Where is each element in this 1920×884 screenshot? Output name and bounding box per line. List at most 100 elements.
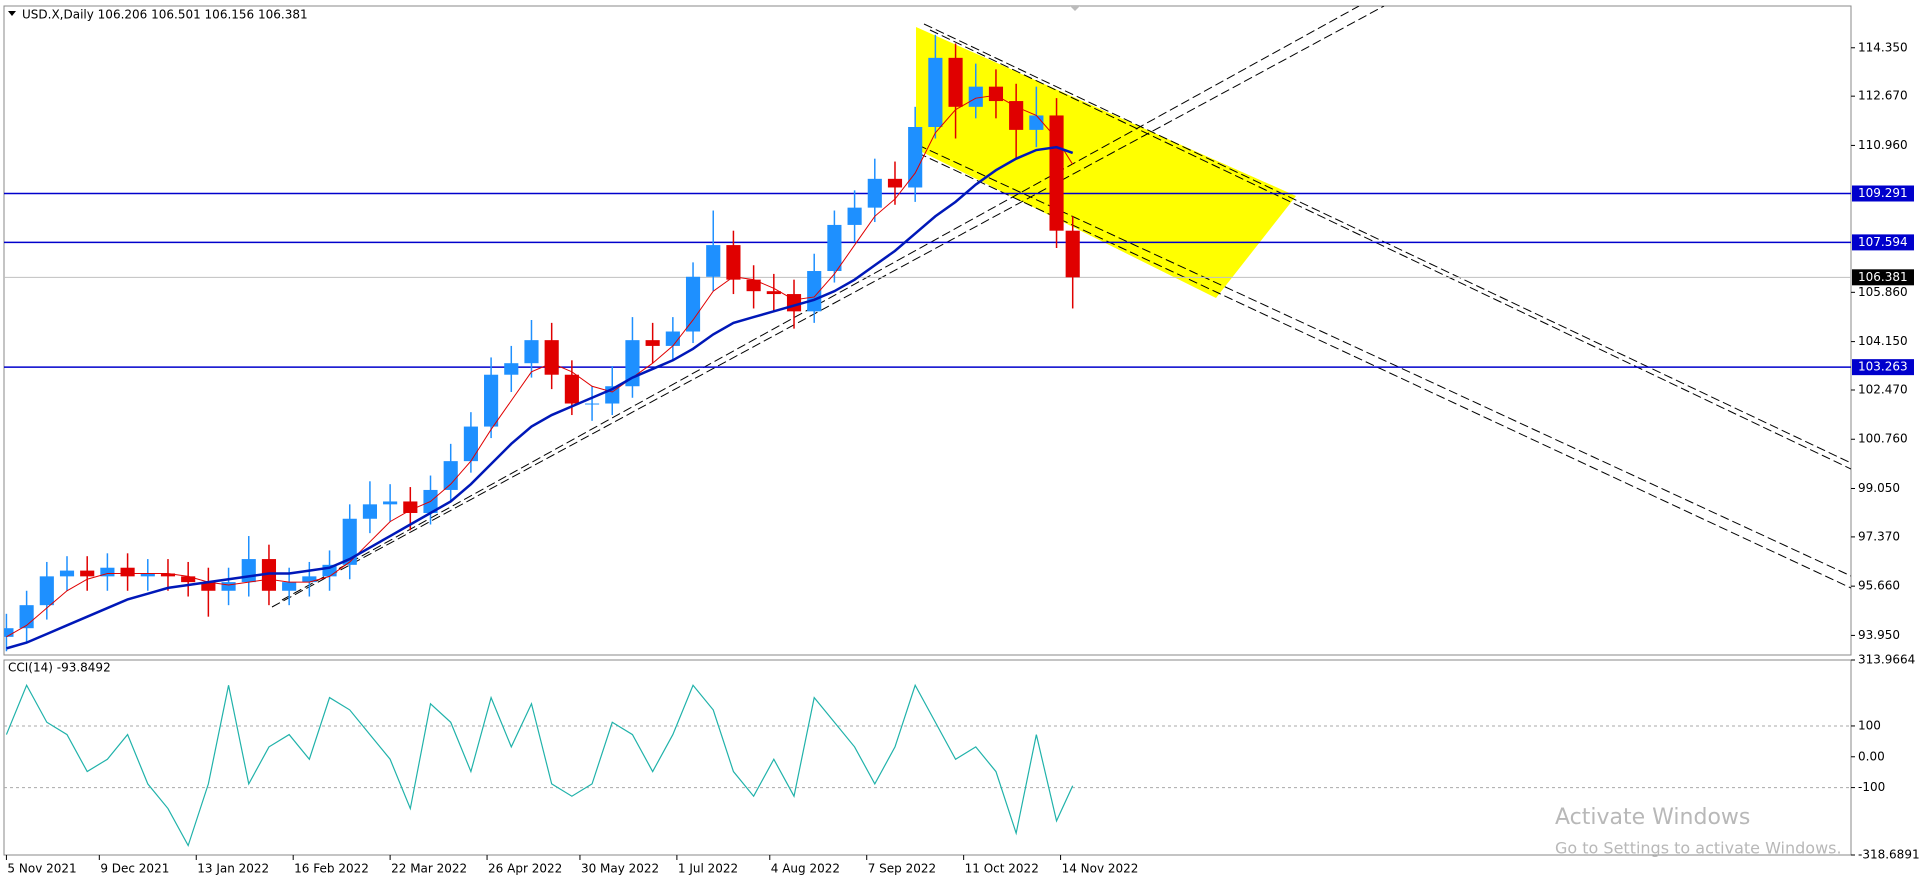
x-tick-label: 5 Nov 2021 [7,862,76,876]
candle-body [968,86,983,107]
cci-panel [3,659,1852,856]
level-label-bg [1852,234,1914,251]
candle-body [383,501,398,505]
candle-body [867,178,882,208]
level-label-bg [1852,185,1914,202]
candle-body [39,576,54,606]
candle-body [484,374,499,427]
x-tick-label: 16 Feb 2022 [294,862,369,876]
x-tick-label: 11 Oct 2022 [965,862,1039,876]
candle-body [685,276,701,332]
y-tick-label: 100 [1858,718,1881,732]
indicator-line [6,94,1074,638]
trendline [929,29,1851,470]
shift-marker [1070,6,1080,11]
candle-body [221,582,236,591]
x-tick-label: 1 Jul 2022 [678,862,738,876]
candle-body [746,279,761,292]
y-tick-label: -100 [1858,780,1885,794]
x-tick-label: 26 Apr 2022 [488,862,562,876]
candle-body [1009,101,1024,130]
candle-body [948,57,963,107]
candle-body [59,570,75,577]
level-label: 107.594 [1858,235,1908,249]
trendline [271,6,1385,608]
indicator-line [5,683,1074,848]
x-tick-label: 9 Dec 2021 [100,862,169,876]
candle-body [665,331,680,346]
candle-body [524,340,539,364]
x-tick-label: 30 May 2022 [581,862,659,876]
candle-body [443,461,458,490]
candle-body [100,567,115,577]
y-tick-label: 100.760 [1858,432,1908,446]
highlight-channel [916,27,1296,298]
candle-body [4,628,14,637]
candle-body [504,363,519,375]
level-label: 103.263 [1858,360,1908,374]
last-price-label-bg [1852,269,1914,286]
candle-body [322,564,337,577]
cci-title: CCI(14) -93.8492 [8,661,111,675]
candle-body [362,504,377,519]
y-tick-label: 102.470 [1858,382,1908,396]
last-price-label: 106.381 [1858,270,1908,284]
candle-body [282,582,297,591]
candle-body [302,576,317,583]
candle-body [908,126,923,188]
indicator-line [6,145,1074,650]
candle-body [766,291,781,295]
y-tick-label: 97.370 [1858,529,1900,543]
y-tick-label: 99.050 [1858,481,1900,495]
candle-body [847,207,862,225]
candle-body [241,559,256,583]
y-tick-label: 114.350 [1858,40,1908,54]
y-tick-label: 95.660 [1858,579,1900,593]
candle-body [564,374,579,404]
y-tick-label: 105.860 [1858,285,1908,299]
main-panel [3,5,1852,656]
candle-body [120,567,135,577]
trendline [917,144,1851,577]
candle-body [261,559,277,591]
candle-body [988,86,1004,102]
candle-body [160,573,176,577]
watermark-title: Activate Windows [1555,805,1750,830]
candle-body [140,573,155,577]
candle-body [463,426,478,462]
trendline [917,152,1851,589]
candle-body [201,582,216,591]
candle-body [584,403,600,405]
watermark-text: Go to Settings to activate Windows. [1555,839,1842,858]
candle-body [1065,230,1080,278]
y-tick-label: 104.150 [1858,334,1908,348]
price-plot [4,34,1851,652]
candle-body [544,340,559,375]
y-tick-label: 313.9664 [1858,653,1915,667]
y-tick-label: 93.950 [1858,628,1900,642]
x-tick-label: 22 Mar 2022 [391,862,467,876]
y-tick-label: 110.960 [1858,138,1908,152]
candle-body [928,57,943,127]
candle-body [827,224,842,272]
level-label-bg [1852,359,1914,376]
x-tick-label: 7 Sep 2022 [868,862,936,876]
x-tick-label: 4 Aug 2022 [771,862,840,876]
trendline [923,23,1851,464]
candle-body [887,178,903,188]
y-tick-label: -318.6891 [1858,848,1920,862]
candle-body [706,245,721,277]
candle-body [342,518,357,565]
collapse-icon[interactable] [8,11,16,16]
candle-body [645,340,660,346]
candle-body [403,501,418,513]
level-label: 109.291 [1858,186,1908,200]
candle-body [1029,115,1044,130]
chart-title: USD.X,Daily 106.206 106.501 106.156 106.… [22,8,308,22]
x-tick-label: 14 Nov 2022 [1062,862,1139,876]
candle-body [80,570,95,577]
y-tick-label: 0.00 [1858,749,1885,763]
candle-body [726,245,741,280]
x-tick-label: 13 Jan 2022 [197,862,269,876]
